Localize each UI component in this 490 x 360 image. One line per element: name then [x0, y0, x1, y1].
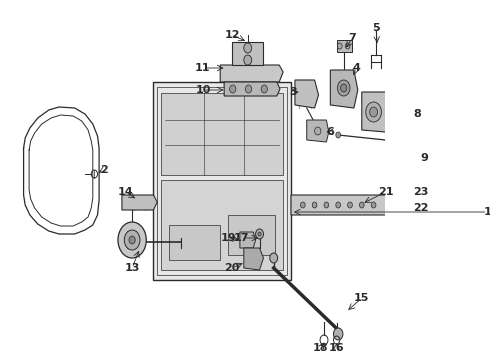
- Circle shape: [338, 80, 350, 96]
- Polygon shape: [295, 80, 319, 108]
- Circle shape: [336, 132, 341, 138]
- Circle shape: [341, 84, 347, 92]
- Circle shape: [334, 328, 343, 340]
- Circle shape: [230, 85, 236, 93]
- Circle shape: [315, 127, 321, 135]
- Polygon shape: [161, 93, 283, 175]
- Circle shape: [312, 202, 317, 208]
- Text: 17: 17: [234, 233, 249, 243]
- Polygon shape: [228, 215, 275, 255]
- Circle shape: [261, 85, 268, 93]
- Polygon shape: [337, 40, 351, 52]
- Polygon shape: [291, 195, 389, 215]
- Text: 15: 15: [354, 293, 369, 303]
- Circle shape: [366, 102, 381, 122]
- Circle shape: [360, 202, 364, 208]
- Circle shape: [369, 107, 377, 117]
- Text: 23: 23: [413, 187, 428, 197]
- Text: 9: 9: [421, 153, 429, 163]
- Polygon shape: [161, 180, 283, 270]
- Circle shape: [345, 43, 350, 49]
- Text: 14: 14: [118, 187, 134, 197]
- Polygon shape: [169, 225, 220, 260]
- Text: 12: 12: [224, 30, 240, 40]
- Text: 11: 11: [195, 63, 211, 73]
- Circle shape: [270, 253, 278, 263]
- Circle shape: [129, 236, 135, 244]
- Circle shape: [336, 202, 341, 208]
- Text: 1: 1: [484, 207, 490, 217]
- Circle shape: [244, 55, 252, 65]
- Circle shape: [371, 202, 376, 208]
- Text: 21: 21: [378, 187, 393, 197]
- Circle shape: [347, 202, 352, 208]
- Circle shape: [118, 222, 147, 258]
- Polygon shape: [307, 120, 329, 142]
- Text: 18: 18: [313, 343, 329, 353]
- Circle shape: [300, 202, 305, 208]
- Polygon shape: [244, 248, 264, 270]
- Text: 4: 4: [352, 63, 360, 73]
- Text: 3: 3: [290, 87, 297, 97]
- Text: 7: 7: [348, 33, 356, 43]
- Circle shape: [256, 229, 264, 239]
- Circle shape: [338, 43, 342, 49]
- Text: 16: 16: [329, 343, 344, 353]
- Polygon shape: [240, 232, 256, 248]
- Text: 8: 8: [413, 109, 421, 119]
- Polygon shape: [232, 42, 264, 65]
- Polygon shape: [220, 65, 283, 82]
- Polygon shape: [153, 82, 291, 280]
- Text: 13: 13: [124, 263, 140, 273]
- Circle shape: [244, 43, 252, 53]
- Polygon shape: [330, 70, 358, 108]
- Polygon shape: [362, 92, 392, 132]
- Text: 5: 5: [372, 23, 380, 33]
- Text: 19: 19: [220, 233, 236, 243]
- Polygon shape: [122, 195, 157, 210]
- Circle shape: [258, 232, 261, 236]
- Circle shape: [124, 230, 140, 250]
- Text: 10: 10: [195, 85, 211, 95]
- Text: 2: 2: [100, 165, 108, 175]
- Polygon shape: [224, 82, 280, 96]
- Text: 20: 20: [224, 263, 240, 273]
- Circle shape: [245, 85, 252, 93]
- Text: 6: 6: [326, 127, 334, 137]
- Circle shape: [324, 202, 329, 208]
- Text: 22: 22: [413, 203, 429, 213]
